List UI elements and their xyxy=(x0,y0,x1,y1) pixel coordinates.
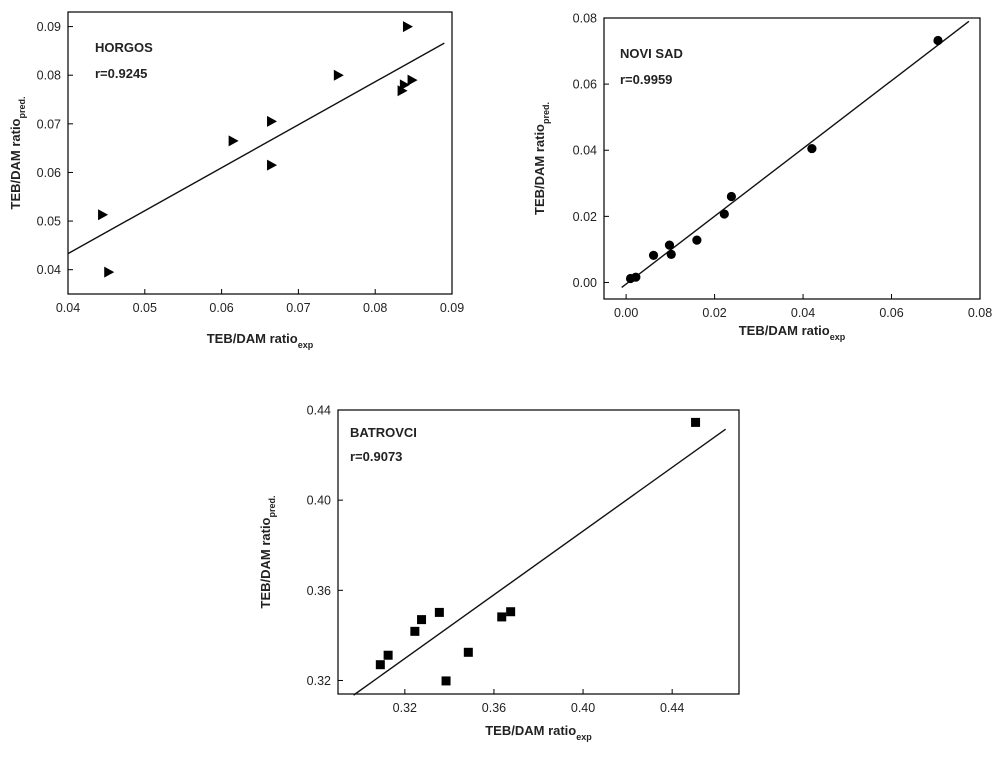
regression-line xyxy=(67,42,445,255)
x-tick-label: 0.04 xyxy=(56,301,80,315)
data-point xyxy=(98,209,109,221)
data-point xyxy=(333,69,344,81)
x-tick-label: 0.06 xyxy=(209,301,233,315)
y-tick-label: 0.36 xyxy=(307,584,331,598)
data-point xyxy=(383,650,393,660)
x-tick-label: 0.07 xyxy=(286,301,310,315)
chart-batrovci: 0.32 0.36 0.40 0.44 0.32 0.36 0.40 0.44 BATROVCI… xyxy=(240,385,760,755)
x-tick-label: 0.08 xyxy=(968,306,992,320)
correlation-annotation: r=0.9245 xyxy=(95,66,147,81)
x-tick-label: 0.06 xyxy=(879,306,903,320)
x-tick-label: 0.02 xyxy=(702,306,726,320)
data-point xyxy=(104,266,115,278)
y-tick-label: 0.07 xyxy=(37,117,61,131)
y-tick-label: 0.04 xyxy=(573,144,597,158)
y-tick-label: 0.00 xyxy=(573,276,597,290)
x-tick-label: 0.44 xyxy=(660,701,684,715)
y-tick-label: 0.32 xyxy=(307,674,331,688)
data-point xyxy=(434,607,444,617)
data-point xyxy=(666,249,676,259)
x-tick-label: 0.36 xyxy=(482,701,506,715)
chart-novi-sad: 0.00 0.02 0.04 0.06 0.08 0.00 0.02 0.04 0.06 0.08… xyxy=(500,0,1000,360)
data-point xyxy=(463,647,473,657)
x-tick-label: 0.04 xyxy=(791,306,815,320)
data-point xyxy=(726,191,736,202)
chart-title: BATROVCI xyxy=(350,425,417,440)
data-point xyxy=(631,272,641,282)
plot-frame xyxy=(603,17,981,300)
data-point xyxy=(719,209,729,219)
data-point xyxy=(267,159,278,171)
correlation-annotation: r=0.9959 xyxy=(620,72,672,87)
y-tick-label: 0.06 xyxy=(573,78,597,92)
data-point xyxy=(402,21,413,33)
data-point xyxy=(267,115,278,127)
y-tick-label: 0.02 xyxy=(573,210,597,224)
correlation-annotation: r=0.9073 xyxy=(350,449,402,464)
y-tick-label: 0.04 xyxy=(37,263,61,277)
x-axis-label: TEB/DAM ratioexp xyxy=(207,331,314,350)
plot-frame xyxy=(337,409,740,695)
chart-novi-sad-svg: 0.00 0.02 0.04 0.06 0.08 0.00 0.02 0.04 0.06 0.08… xyxy=(532,12,992,343)
chart-horgos: 0.04 0.05 0.06 0.07 0.08 0.09 0.04 0.05 0.06 0.07… xyxy=(0,0,470,360)
data-point xyxy=(933,35,943,46)
chart-title: HORGOS xyxy=(95,40,153,55)
x-tick-label: 0.05 xyxy=(133,301,157,315)
data-point xyxy=(407,74,418,86)
data-point xyxy=(691,417,701,427)
data-point xyxy=(692,235,702,245)
data-point xyxy=(506,607,516,617)
y-tick-label: 0.44 xyxy=(307,404,331,418)
data-point xyxy=(807,143,817,154)
data-point xyxy=(399,79,410,91)
y-axis-label: TEB/DAM ratiopred. xyxy=(532,102,551,215)
y-tick-label: 0.05 xyxy=(37,215,61,229)
x-tick-label: 0.00 xyxy=(614,306,638,320)
regression-line xyxy=(353,428,727,696)
x-tick-label: 0.40 xyxy=(571,701,595,715)
y-axis-label: TEB/DAM ratiopred. xyxy=(8,96,27,209)
x-axis-label: TEB/DAM ratioexp xyxy=(739,323,846,342)
y-tick-label: 0.08 xyxy=(573,12,597,26)
y-axis-label: TEB/DAM ratiopred. xyxy=(258,495,277,608)
y-tick-label: 0.40 xyxy=(307,494,331,508)
data-point xyxy=(648,250,659,260)
plot-frame xyxy=(67,11,453,295)
y-tick-label: 0.09 xyxy=(37,20,61,34)
x-axis-label: TEB/DAM ratioexp xyxy=(485,723,592,742)
chart-title: NOVI SAD xyxy=(620,46,683,61)
data-point xyxy=(228,135,239,147)
x-tick-label: 0.09 xyxy=(440,301,464,315)
data-point xyxy=(441,676,451,686)
data-point xyxy=(375,660,385,670)
y-tick-label: 0.06 xyxy=(37,166,61,180)
data-point xyxy=(410,626,420,636)
chart-horgos-svg: 0.04 0.05 0.06 0.07 0.08 0.09 0.04 0.05 0.06 0.07… xyxy=(8,11,464,350)
data-point xyxy=(664,240,675,250)
x-tick-label: 0.08 xyxy=(363,301,387,315)
y-tick-label: 0.08 xyxy=(37,69,61,83)
chart-batrovci-svg: 0.32 0.36 0.40 0.44 0.32 0.36 0.40 0.44 BATROVCI… xyxy=(258,404,740,742)
x-tick-label: 0.32 xyxy=(393,701,417,715)
data-point xyxy=(497,612,507,622)
data-point xyxy=(417,615,427,625)
regression-line xyxy=(621,20,970,288)
